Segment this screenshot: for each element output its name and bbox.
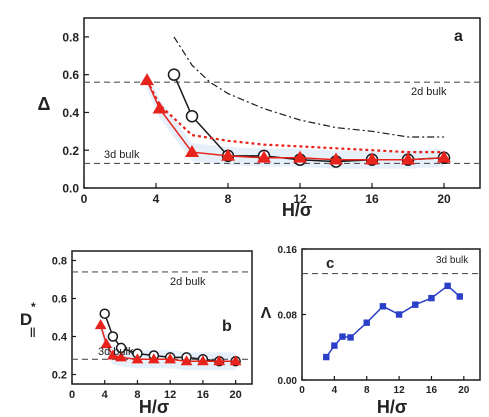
x-tick-label: 20	[458, 385, 470, 396]
y-tick-label: 0.4	[62, 106, 79, 120]
panel-c-ticks: 0 4 8 12 16 20 0.00 0.08 0.16	[278, 245, 470, 396]
data-point-square	[364, 319, 370, 325]
y-tick-label: 0.8	[62, 30, 79, 44]
x-tick-label: 8	[364, 385, 370, 396]
panel-c-ylabel: Λ	[261, 305, 272, 322]
data-point-square	[331, 342, 337, 348]
panel-a-3d-bulk-label: 3d bulk	[104, 149, 140, 161]
series-line	[174, 37, 444, 137]
y-tick-label: 0.0	[62, 182, 79, 196]
panel-a: 0 4 8 12 16 200.00.20.40.60.8 Δ H/σ a 2d bulk…	[38, 18, 480, 220]
data-point-square	[457, 293, 463, 299]
panel-c-3d-bulk-label: 3d bulk	[436, 255, 469, 266]
data-point-square	[339, 333, 345, 339]
data-point-square	[323, 354, 329, 360]
data-point-square	[347, 334, 353, 340]
panel-b-ylabel-sub: ||	[30, 327, 36, 338]
panel-b-letter: b	[222, 318, 232, 335]
panel-a-2d-bulk-label: 2d bulk	[411, 86, 447, 98]
data-point-square	[428, 295, 434, 301]
panel-c-xlabel: H/σ	[377, 397, 407, 417]
y-tick-label: 0.16	[278, 245, 298, 256]
x-tick-label: 16	[365, 192, 379, 206]
x-tick-label: 0	[69, 389, 75, 401]
x-tick-label: 20	[437, 192, 451, 206]
x-tick-label: 0	[299, 385, 305, 396]
y-tick-label: 0.2	[52, 370, 67, 382]
panel-a-xlabel: H/σ	[282, 200, 312, 220]
panel-b: 0 4 8 12 16 200.20.40.60.8 D || * H/σ b 2d bu…	[20, 251, 252, 417]
panel-b-ticks: 0 4 8 12 16 200.20.40.60.8	[52, 256, 242, 401]
x-tick-label: 0	[81, 192, 88, 206]
x-tick-label: 4	[102, 389, 109, 401]
panel-b-2d-bulk-label: 2d bulk	[170, 276, 206, 288]
panel-a-ticks: 0 4 8 12 16 200.00.20.40.60.8	[62, 30, 451, 206]
panel-a-ylabel: Δ	[38, 94, 51, 114]
y-tick-label: 0.00	[278, 376, 298, 387]
data-point-triangle	[95, 320, 105, 329]
data-point-circle	[169, 69, 180, 80]
y-tick-label: 0.2	[62, 144, 79, 158]
panel-a-letter: a	[454, 28, 463, 45]
y-tick-label: 0.08	[278, 310, 298, 321]
x-tick-label: 4	[153, 192, 160, 206]
data-point-square	[396, 311, 402, 317]
data-point-square	[412, 301, 418, 307]
panel-c-series	[323, 283, 463, 361]
panel-b-ylabel-sup: *	[31, 300, 36, 314]
x-tick-label: 20	[230, 389, 242, 401]
data-point-square	[380, 303, 386, 309]
series-line	[326, 286, 460, 357]
x-tick-label: 16	[197, 389, 209, 401]
panel-c: 0 4 8 12 16 20 0.00 0.08 0.16 Λ H/σ c 3d bulk	[261, 245, 480, 417]
x-tick-label: 4	[332, 385, 338, 396]
panel-b-xlabel: H/σ	[139, 397, 169, 417]
panel-c-letter: c	[326, 255, 334, 272]
data-point-triangle	[141, 74, 154, 85]
x-tick-label: 16	[426, 385, 438, 396]
data-point-circle	[187, 111, 198, 122]
y-tick-label: 0.4	[52, 332, 68, 344]
y-tick-label: 0.6	[62, 68, 79, 82]
x-tick-label: 12	[394, 385, 406, 396]
y-tick-label: 0.8	[52, 256, 67, 268]
data-point-circle	[100, 309, 109, 318]
y-tick-label: 0.6	[52, 294, 67, 306]
x-tick-label: 8	[225, 192, 232, 206]
data-point-circle	[108, 332, 117, 341]
panel-b-3d-bulk-label: 3d bulk	[98, 346, 134, 358]
data-point-square	[444, 283, 450, 289]
